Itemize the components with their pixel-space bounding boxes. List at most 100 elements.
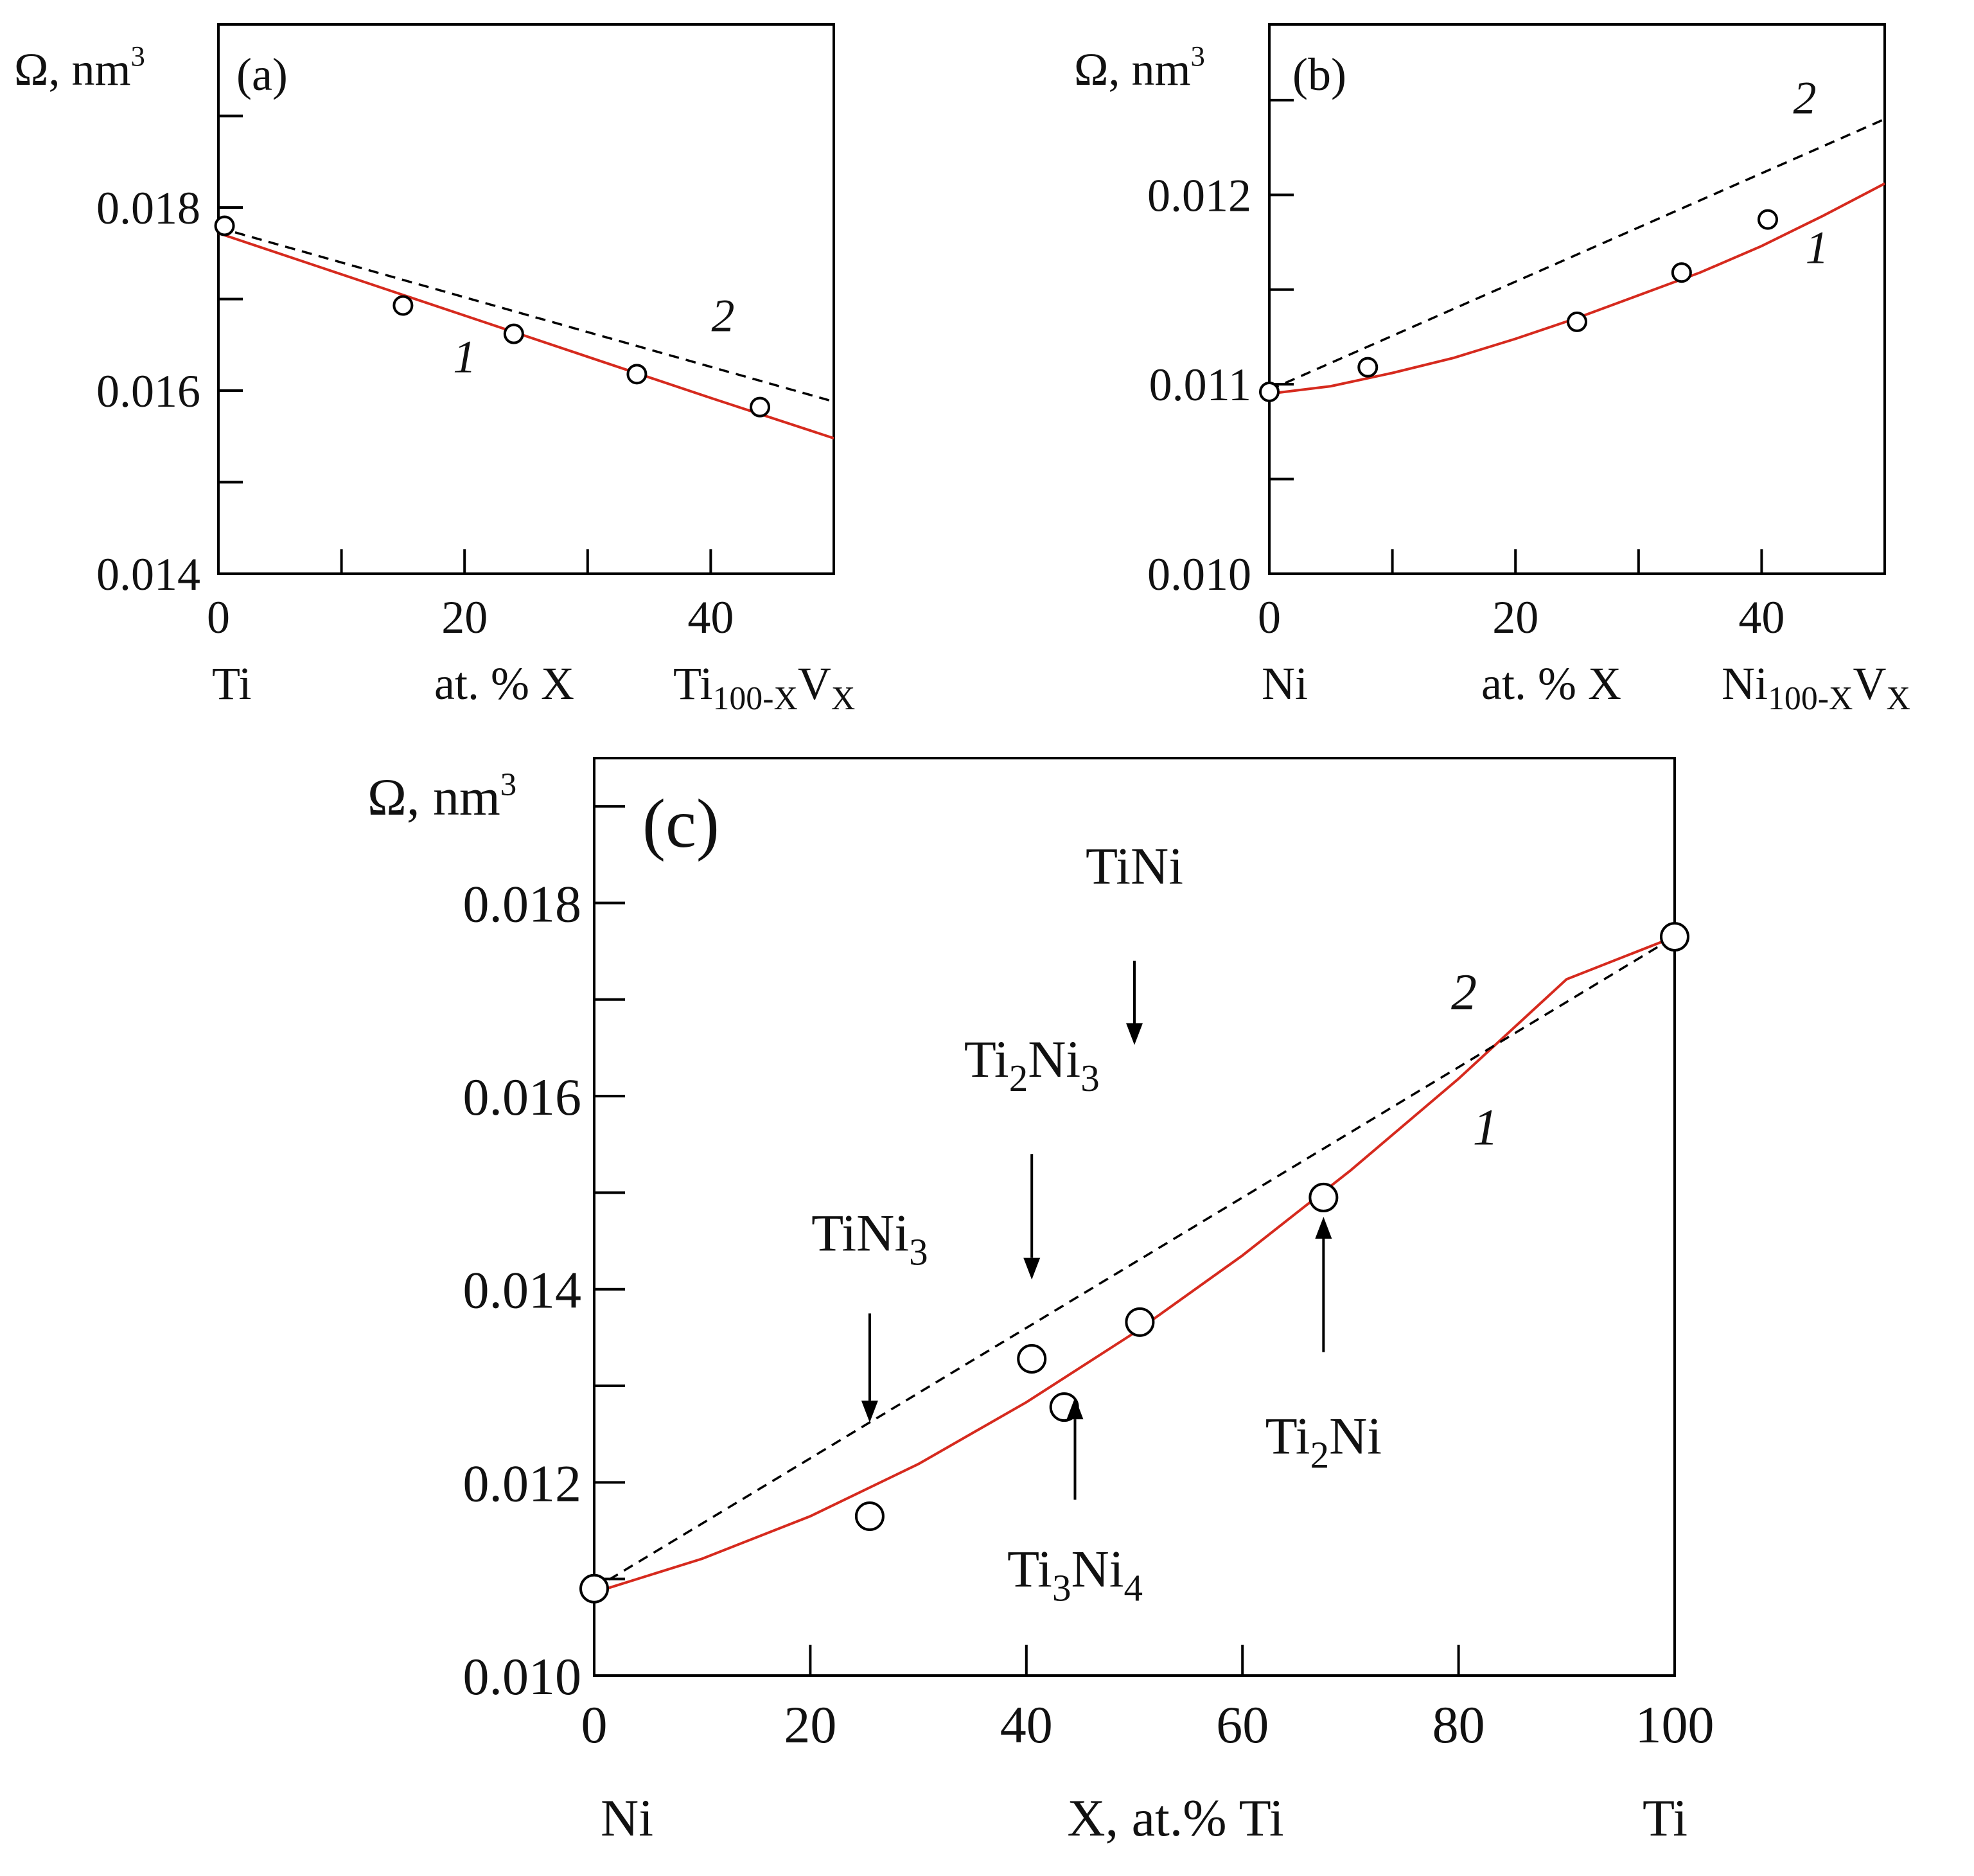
y-axis-label-main: Ω, nm — [367, 768, 500, 826]
series-label: 2 — [1793, 73, 1816, 124]
series-label: 1 — [453, 332, 476, 383]
alloy-base: Ti — [673, 658, 712, 709]
alloy-subscript: 100-X — [1768, 680, 1853, 717]
data-point — [1017, 1343, 1047, 1374]
x-right-endpoint-label: Ti100-XVX — [673, 658, 855, 717]
alloy-subscript-2: X — [1886, 680, 1910, 717]
alloy-element: V — [798, 658, 831, 709]
chart-panel-a: 0 20 40 0.014 0.016 0.018 Ω, nm3 (a) Ti at. % X Ti… — [14, 23, 855, 717]
annotation-arrow-head — [861, 1401, 878, 1423]
phase-subscript: 4 — [1124, 1567, 1143, 1609]
data-point — [1357, 357, 1379, 378]
phase-annotation-label: TiNi3 — [811, 1204, 928, 1273]
phase-text: Ni — [1329, 1406, 1382, 1465]
y-tick-label: 0.010 — [463, 1647, 582, 1706]
phase-text: Ti — [1265, 1406, 1310, 1465]
y-tick-label: 0.016 — [96, 366, 200, 417]
x-tick-label: 0 — [581, 1695, 608, 1754]
series-1-curve — [218, 232, 834, 440]
x-left-endpoint-label: Ni — [601, 1789, 653, 1847]
x-tick-label: 40 — [1000, 1695, 1053, 1754]
annotation-arrow-head — [1315, 1217, 1332, 1239]
x-left-endpoint-label: Ni — [1262, 658, 1308, 709]
y-tick-label: 0.010 — [1147, 549, 1251, 600]
y-tick-label: 0.018 — [96, 182, 200, 234]
data-point — [1125, 1307, 1155, 1337]
data-point — [626, 364, 648, 385]
x-left-endpoint-label: Ti — [212, 658, 251, 709]
x-tick-label: 20 — [784, 1695, 836, 1754]
data-point — [750, 396, 771, 418]
data-point — [214, 215, 235, 236]
x-tick-label: 40 — [1738, 592, 1785, 643]
phase-text: Ti — [964, 1030, 1009, 1088]
x-axis-label: X, at.% Ti — [1067, 1789, 1283, 1847]
panel-label: (b) — [1292, 49, 1346, 100]
data-point — [1757, 209, 1778, 230]
phase-subscript: 2 — [1310, 1433, 1330, 1476]
series-label: 1 — [1806, 222, 1829, 273]
x-tick-label: 0 — [207, 592, 230, 643]
alloy-base: Ni — [1722, 658, 1768, 709]
data-point — [392, 295, 414, 316]
phase-subscript: 3 — [1052, 1567, 1071, 1609]
y-tick-label: 0.012 — [463, 1454, 582, 1512]
x-axis-label: at. % X — [1481, 658, 1621, 709]
data-point — [1660, 922, 1689, 952]
x-right-endpoint-label: Ti — [1643, 1789, 1688, 1847]
y-axis-label-superscript: 3 — [500, 766, 516, 802]
alloy-subscript-2: X — [831, 680, 855, 717]
x-tick-label: 20 — [441, 592, 488, 643]
chart-panel-c: 0 20 40 60 80 100 0.010 0.012 0.014 0.016 0.018 Ω, … — [367, 757, 1714, 1847]
x-tick-label: 20 — [1492, 592, 1538, 643]
data-point — [1309, 1182, 1339, 1212]
x-tick-label: 100 — [1635, 1695, 1714, 1754]
phase-text: Ni — [1071, 1540, 1124, 1598]
x-tick-label: 40 — [687, 592, 734, 643]
phase-annotation-label: Ti2Ni — [1265, 1406, 1382, 1476]
x-tick-label: 80 — [1432, 1695, 1485, 1754]
phase-annotation-label: Ti2Ni3 — [964, 1030, 1100, 1099]
y-axis-label: Ω, nm3 — [14, 40, 145, 95]
series-2-curve — [594, 935, 1675, 1590]
x-right-endpoint-label: Ni100-XVX — [1722, 658, 1910, 717]
data-point — [854, 1501, 885, 1531]
phase-text: TiNi — [811, 1204, 909, 1262]
y-axis-label-main: Ω, nm — [14, 44, 131, 95]
phase-subscript: 3 — [909, 1231, 928, 1273]
phase-text: Ni — [1028, 1030, 1080, 1088]
plot-frame — [593, 757, 1676, 1677]
phase-text: TiNi — [1086, 836, 1183, 895]
series-label: 1 — [1473, 1099, 1499, 1156]
series-label: 2 — [712, 290, 735, 341]
y-tick-label: 0.018 — [463, 874, 582, 933]
data-point — [1671, 262, 1692, 283]
data-point — [579, 1573, 609, 1604]
y-tick-label: 0.012 — [1147, 170, 1251, 221]
panel-label: (c) — [642, 786, 719, 862]
series-2-curve — [1269, 118, 1885, 391]
series-label: 2 — [1451, 964, 1477, 1021]
panel-label: (a) — [236, 49, 288, 100]
alloy-element: V — [1853, 658, 1886, 709]
data-point — [1259, 381, 1280, 402]
y-axis-label: Ω, nm3 — [367, 766, 516, 826]
plot-frame — [1268, 23, 1886, 575]
data-point — [503, 323, 524, 344]
chart-panel-b: 0 20 40 0.010 0.011 0.012 Ω, nm3 (b) Ni at. % X Ni… — [1074, 23, 1910, 717]
y-axis-label-main: Ω, nm — [1074, 44, 1191, 95]
phase-annotation-label: Ti3Ni4 — [1007, 1540, 1143, 1609]
x-axis-label: at. % X — [434, 658, 574, 709]
y-tick-label: 0.014 — [463, 1261, 582, 1320]
phase-subscript: 3 — [1080, 1057, 1100, 1099]
phase-subscript: 2 — [1009, 1057, 1028, 1099]
y-tick-label: 0.016 — [463, 1068, 582, 1126]
phase-text: Ti — [1007, 1540, 1052, 1598]
phase-annotation-label: TiNi — [1086, 836, 1183, 895]
y-axis-label-superscript: 3 — [131, 40, 145, 72]
y-axis-label: Ω, nm3 — [1074, 40, 1205, 95]
annotation-arrow-head — [1126, 1023, 1143, 1045]
data-point — [1567, 311, 1587, 332]
